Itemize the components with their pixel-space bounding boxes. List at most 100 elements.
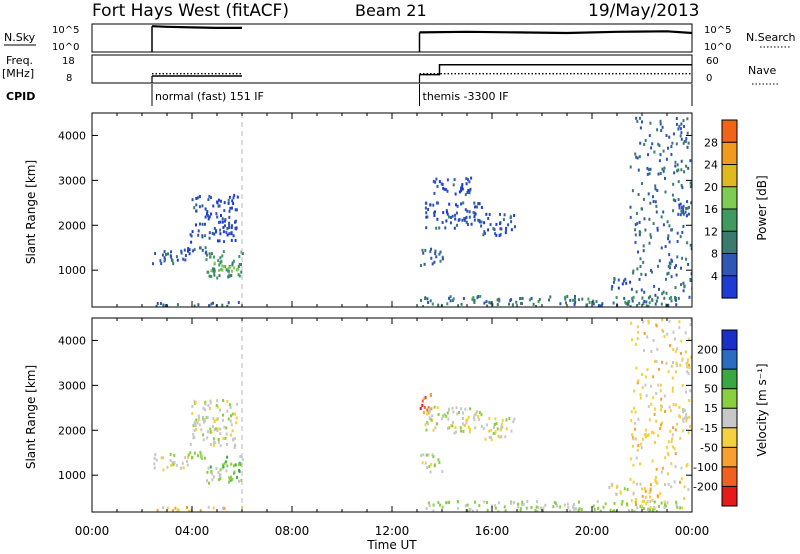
scatter-cell [192, 424, 195, 428]
scatter-cell [230, 274, 233, 277]
scatter-cell [643, 433, 646, 437]
scatter-cell [656, 347, 659, 351]
scatter-cell [684, 139, 687, 143]
scatter-cell [667, 303, 670, 307]
scatter-cell [209, 443, 212, 446]
scatter-cell [439, 503, 441, 507]
scatter-cell [453, 431, 456, 435]
scatter-cell [626, 503, 629, 507]
scatter-cell [526, 500, 529, 503]
scatter-cell [200, 456, 203, 460]
scatter-cell [441, 505, 444, 509]
scatter-cell [472, 416, 475, 420]
freq-series [151, 64, 692, 83]
scatter-cell [473, 299, 476, 303]
scatter-cell [643, 290, 646, 294]
scatter-cell [226, 400, 229, 403]
scatter-cell [238, 470, 241, 473]
scatter-cell [599, 304, 602, 307]
scatter-cell [663, 506, 666, 510]
scatter-cell [189, 443, 192, 446]
power-panel-frame [91, 112, 693, 308]
scatter-cell [668, 224, 671, 228]
scatter-cell [199, 222, 201, 226]
scatter-cell [216, 399, 219, 403]
scatter-cell [464, 208, 467, 212]
scatter-cell [198, 415, 201, 419]
scatter-cell [195, 197, 198, 200]
velocity-ylabel: Slant Range [km] [24, 365, 38, 469]
scatter-cell [566, 294, 569, 298]
scatter-cell [214, 230, 217, 234]
scatter-cell [223, 506, 226, 510]
scatter-cell [480, 424, 483, 428]
scatter-cell [433, 191, 436, 195]
scatter-cell [655, 204, 658, 208]
scatter-cell [498, 501, 500, 505]
scatter-cell [201, 204, 204, 208]
scatter-cell [432, 179, 435, 183]
scatter-cell [462, 201, 465, 205]
scatter-cell [659, 408, 662, 412]
scatter-cell [433, 211, 436, 215]
scatter-cell [682, 289, 685, 293]
scatter-cell [231, 412, 234, 416]
scatter-cell [646, 500, 649, 504]
velocity-colorbar-label: Velocity [m s⁻¹] [755, 363, 769, 456]
scatter-cell [574, 301, 577, 305]
scatter-cell [671, 437, 674, 441]
scatter-cell [632, 269, 635, 273]
scatter-cell [233, 470, 236, 474]
scatter-cell [467, 510, 470, 512]
scatter-cell [654, 302, 657, 306]
scatter-cell [431, 414, 434, 418]
scatter-cell [221, 264, 224, 268]
scatter-cell [498, 234, 501, 238]
time-tick-label: 00:00 [675, 524, 710, 538]
scatter-cell [654, 407, 656, 411]
scatter-cell [619, 491, 622, 495]
scatter-cell [672, 403, 675, 406]
scatter-cell [680, 477, 683, 481]
scatter-cell [160, 262, 163, 265]
scatter-cell [219, 256, 222, 260]
scatter-cell [204, 234, 207, 238]
scatter-cell [635, 211, 638, 215]
scatter-cell [647, 304, 650, 307]
velocity-colorbar-tick-label: 50 [704, 383, 718, 396]
scatter-cell [636, 156, 639, 160]
scatter-cell [443, 413, 446, 416]
scatter-cell [462, 411, 464, 415]
scatter-cell [164, 258, 166, 262]
scatter-cell [215, 418, 218, 422]
scatter-cell [626, 488, 629, 491]
scatter-cell [675, 142, 678, 146]
scatter-cell [431, 262, 434, 266]
scatter-cell [221, 303, 224, 307]
scatter-cell [197, 233, 200, 237]
scatter-cell [635, 155, 638, 159]
scatter-cell [225, 432, 228, 436]
scatter-cell [646, 335, 649, 339]
scatter-cell [530, 296, 533, 300]
scatter-cell [509, 215, 512, 219]
scatter-cell [459, 426, 462, 430]
scatter-cell [629, 205, 632, 209]
scatter-cell [224, 218, 227, 222]
scatter-cell [433, 464, 436, 467]
scatter-cell [652, 222, 655, 226]
scatter-cell [659, 492, 662, 495]
scatter-cell [586, 303, 589, 307]
scatter-cell [655, 510, 658, 512]
scatter-cell [682, 141, 685, 145]
scatter-cell [559, 302, 562, 306]
scatter-cell [595, 300, 598, 304]
scatter-cell [490, 438, 493, 442]
scatter-cell [223, 265, 226, 269]
scatter-cell [632, 295, 635, 299]
scatter-cell [226, 409, 229, 413]
scatter-cell [231, 261, 234, 265]
scatter-cell [424, 297, 427, 300]
scatter-cell [219, 473, 222, 477]
scatter-cell [637, 417, 640, 421]
